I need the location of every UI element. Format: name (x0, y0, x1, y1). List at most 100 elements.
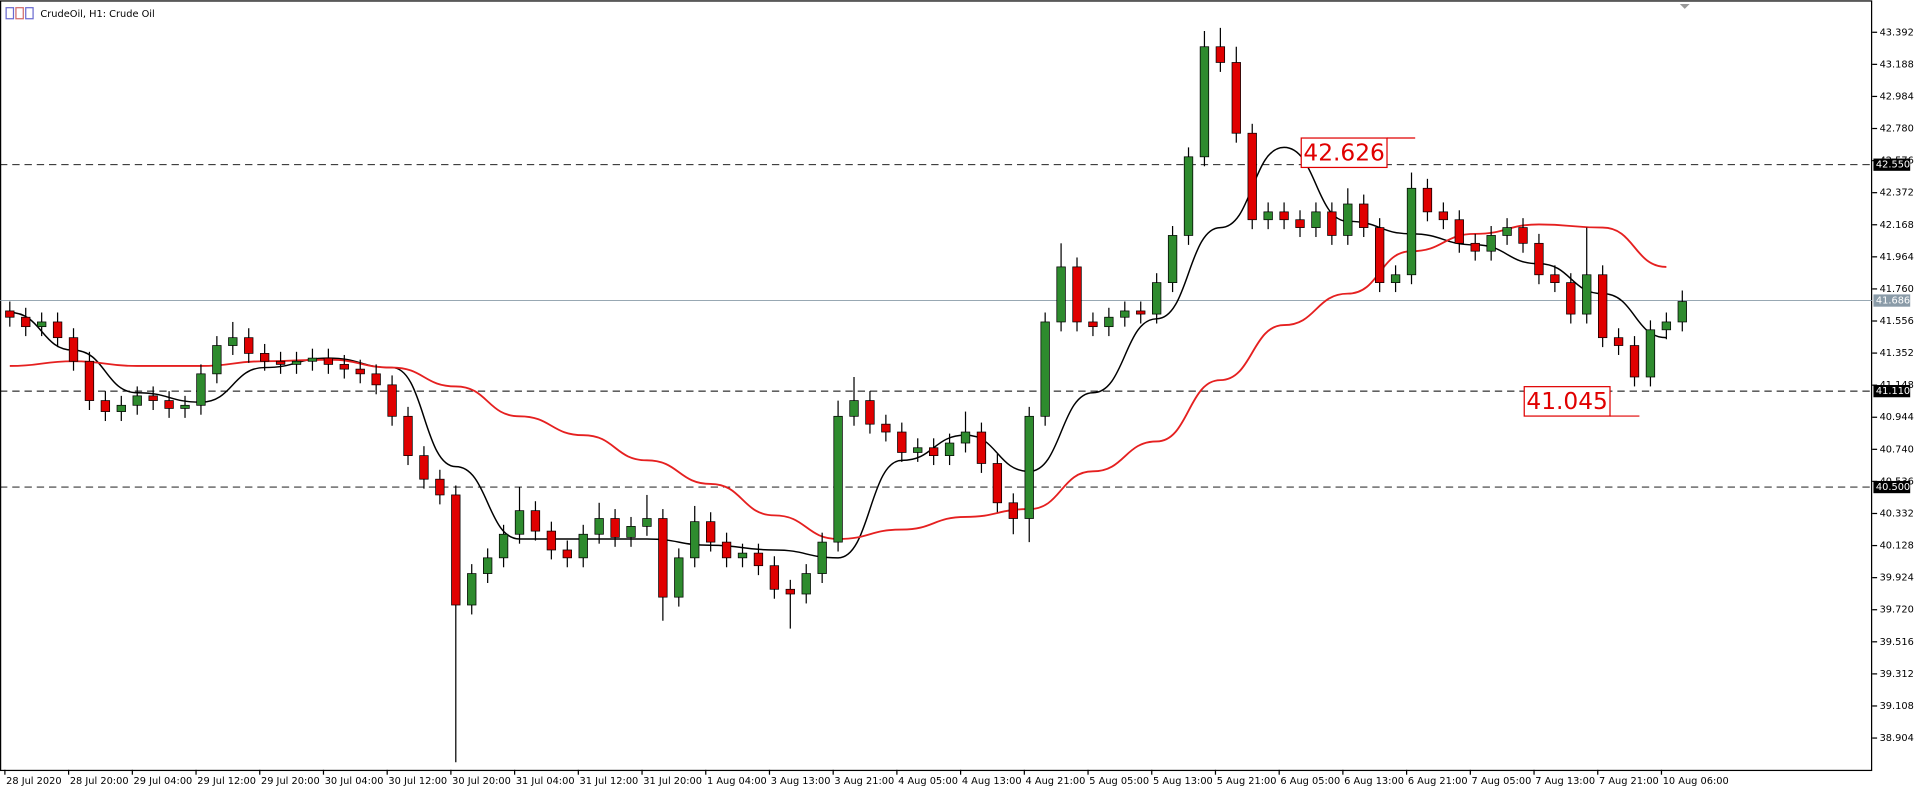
candle-body (1263, 211, 1273, 221)
candle-body (690, 521, 700, 559)
y-tick-label: 40.332 (1880, 508, 1914, 519)
candle-body (1470, 242, 1480, 252)
level-tag (1873, 158, 1911, 171)
y-tick-label: 42.372 (1880, 188, 1914, 199)
x-tick-label: 29 Jul 12:00 (197, 776, 256, 787)
x-tick-label: 28 Jul 2020 (6, 776, 61, 787)
candle-body (1327, 211, 1337, 236)
candle-body (1454, 219, 1464, 244)
candle-body (21, 316, 31, 328)
plot-frame (0, 0, 1873, 772)
x-tick-label: 29 Jul 20:00 (261, 776, 320, 787)
x-tick-label: 31 Jul 20:00 (643, 776, 702, 787)
candle-body (1040, 321, 1050, 417)
level-tag-label: 42.550 (1876, 160, 1910, 171)
x-tick-label: 4 Aug 05:00 (898, 776, 958, 787)
x-tick-label: 4 Aug 21:00 (1026, 776, 1086, 787)
candle-body (530, 510, 541, 532)
y-tick-label: 39.720 (1880, 605, 1914, 616)
candle-body (84, 360, 95, 401)
candle-body (291, 360, 302, 365)
candle-body (817, 541, 827, 574)
candle-body (1311, 211, 1321, 228)
annotation-box (1300, 137, 1388, 169)
level-tag (1873, 480, 1911, 494)
candle-body (1597, 274, 1608, 339)
annotation-label: 41.045 (1526, 388, 1607, 415)
candle-body (275, 360, 286, 365)
candle-body (1359, 203, 1369, 228)
x-tick-label: 10 Aug 06:00 (1663, 776, 1729, 787)
y-tick-label: 40.944 (1880, 412, 1914, 423)
candle-body (976, 431, 987, 464)
candle-body (148, 395, 158, 401)
y-tick-label: 40.740 (1880, 444, 1914, 455)
candle-body (546, 530, 557, 551)
y-tick-label: 42.984 (1880, 91, 1914, 102)
level-tag-label: 41.110 (1876, 386, 1910, 397)
x-tick-label: 6 Aug 05:00 (1280, 776, 1340, 787)
x-tick-label: 7 Aug 05:00 (1472, 776, 1532, 787)
x-tick-label: 7 Aug 21:00 (1599, 776, 1659, 787)
candle-body (498, 533, 509, 559)
last-price-tag (1873, 294, 1911, 307)
candle-body (37, 321, 47, 328)
candle-body (1072, 266, 1082, 323)
candle-body (897, 431, 907, 453)
candle-body (929, 447, 939, 456)
candle-body (244, 337, 254, 354)
candle-body (1582, 274, 1592, 315)
x-tick-label: 5 Aug 13:00 (1153, 776, 1213, 787)
candle-body (1247, 132, 1257, 221)
candle-body (642, 518, 652, 527)
candle-body (706, 521, 716, 543)
candle-body (1152, 282, 1162, 315)
x-tick-label: 7 Aug 13:00 (1535, 776, 1595, 787)
candle-body (483, 557, 493, 574)
candle-body (323, 357, 334, 365)
candle-body (52, 321, 63, 339)
y-tick-label: 41.760 (1880, 284, 1914, 295)
candle-body (626, 526, 636, 538)
candle-body (562, 549, 572, 559)
x-tick-label: 5 Aug 05:00 (1089, 776, 1149, 787)
x-tick-label: 30 Jul 20:00 (452, 776, 511, 787)
annotation-label: 42.626 (1303, 139, 1384, 166)
candle-body (1534, 242, 1544, 276)
candle-body (116, 404, 126, 412)
candle-body (1438, 211, 1449, 221)
y-tick-label: 38.904 (1880, 733, 1914, 744)
last-price-label: 41.686 (1876, 296, 1910, 307)
x-tick-label: 1 Aug 04:00 (707, 776, 767, 787)
candle-body (100, 400, 111, 412)
candle-body (387, 384, 397, 417)
scroll-marker (1679, 4, 1690, 9)
y-tick-label: 40.128 (1880, 541, 1914, 552)
candle-body (1502, 227, 1512, 236)
y-tick-label: 42.168 (1880, 220, 1914, 231)
candle-body (1167, 235, 1178, 283)
candle-body (403, 415, 413, 456)
candle-body (801, 573, 811, 595)
candle-body (5, 310, 15, 318)
candle-body (865, 400, 875, 425)
candle-body (578, 533, 588, 559)
candle-body (610, 518, 620, 538)
candle-body (785, 588, 795, 595)
x-tick-label: 4 Aug 13:00 (962, 776, 1022, 787)
x-tick-label: 6 Aug 21:00 (1408, 776, 1468, 787)
annotation-box (1523, 386, 1611, 417)
candle-body (1422, 187, 1433, 213)
candle-body (339, 364, 349, 370)
y-tick-label: 39.108 (1880, 701, 1914, 712)
x-tick-label: 31 Jul 12:00 (580, 776, 639, 787)
candle-body (881, 423, 891, 433)
candle-body (307, 357, 318, 362)
candle-body (1661, 321, 1672, 331)
y-tick-label: 41.352 (1880, 348, 1914, 359)
level-tag (1873, 385, 1911, 398)
level-tag-label: 40.500 (1876, 482, 1910, 493)
candle-body (435, 478, 445, 496)
